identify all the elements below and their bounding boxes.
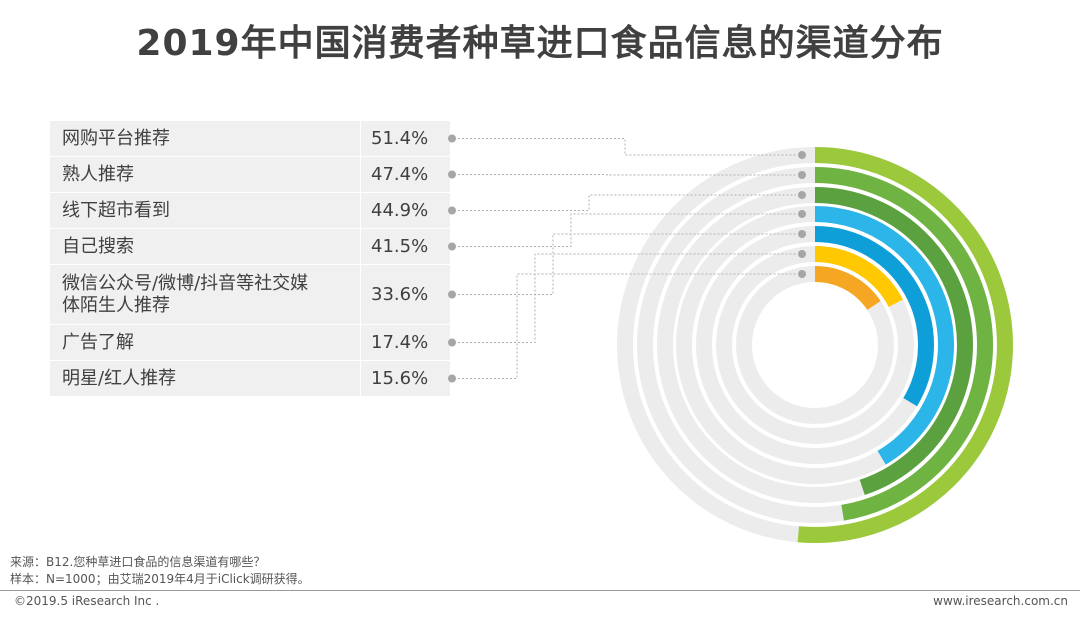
category-label-line: 熟人推荐: [62, 163, 134, 185]
category-label-line: 自己搜索: [62, 235, 134, 257]
category-label: 网购平台推荐: [50, 121, 360, 156]
ring-dot: [798, 171, 806, 179]
category-label: 广告了解: [50, 325, 360, 360]
row-dot: [448, 290, 456, 299]
row-dot: [448, 374, 456, 383]
ring-dot: [798, 270, 806, 278]
bar-arc: [814, 206, 954, 465]
row-dot: [448, 338, 456, 347]
category-label-line: 广告了解: [62, 331, 134, 353]
connector-line: [458, 233, 796, 295]
connector-line: [458, 138, 796, 156]
category-label: 自己搜索: [50, 229, 360, 264]
category-label: 熟人推荐: [50, 157, 360, 192]
ring-dot: [798, 191, 806, 199]
category-label-line: 明星/红人推荐: [62, 367, 177, 389]
bar-arc: [814, 167, 994, 521]
ring-dot: [798, 210, 806, 218]
footer-divider: [0, 590, 1080, 591]
bar-arc: [814, 226, 934, 407]
bar-arc: [814, 266, 881, 311]
value-label: 44.9%: [361, 193, 450, 228]
ring-dot: [798, 151, 806, 159]
value-label: 15.6%: [361, 361, 450, 396]
footer-copyright: ©2019.5 iResearch Inc .: [14, 594, 160, 608]
value-label: 47.4%: [361, 157, 450, 192]
category-label-line: 微信公众号/微博/抖音等社交媒: [62, 272, 309, 294]
row-dot: [448, 170, 456, 179]
category-label-line: 线下超市看到: [62, 199, 170, 221]
connector-line: [458, 253, 796, 343]
footer-website: www.iresearch.com.cn: [933, 594, 1068, 608]
category-label: 微信公众号/微博/抖音等社交媒 体陌生人推荐: [50, 265, 360, 324]
row-dot: [448, 134, 456, 143]
footnote-sample: 样本：N=1000；由艾瑞2019年4月于iClick调研获得。: [10, 572, 310, 586]
category-label: 线下超市看到: [50, 193, 360, 228]
row-dot: [448, 206, 456, 215]
footnote-source: 来源：B12.您种草进口食品的信息渠道有哪些？: [10, 555, 266, 569]
chart-title: 2019年中国消费者种草进口食品信息的渠道分布: [136, 23, 944, 64]
connector-line: [458, 213, 796, 247]
category-label-line: 体陌生人推荐: [62, 294, 170, 316]
bar-arc: [814, 246, 903, 308]
bar-arc: [814, 187, 973, 495]
category-label-line: 网购平台推荐: [62, 127, 170, 149]
value-label: 41.5%: [361, 229, 450, 264]
connector-line: [458, 194, 796, 211]
row-dot: [448, 242, 456, 251]
value-label: 17.4%: [361, 325, 450, 360]
value-label: 51.4%: [361, 121, 450, 156]
ring-dot: [798, 230, 806, 238]
bar-arc: [797, 147, 1013, 543]
connector-line: [458, 174, 796, 176]
value-label: 33.6%: [361, 265, 450, 324]
category-label: 明星/红人推荐: [50, 361, 360, 396]
ring-dot: [798, 250, 806, 258]
connector-line: [458, 273, 796, 379]
